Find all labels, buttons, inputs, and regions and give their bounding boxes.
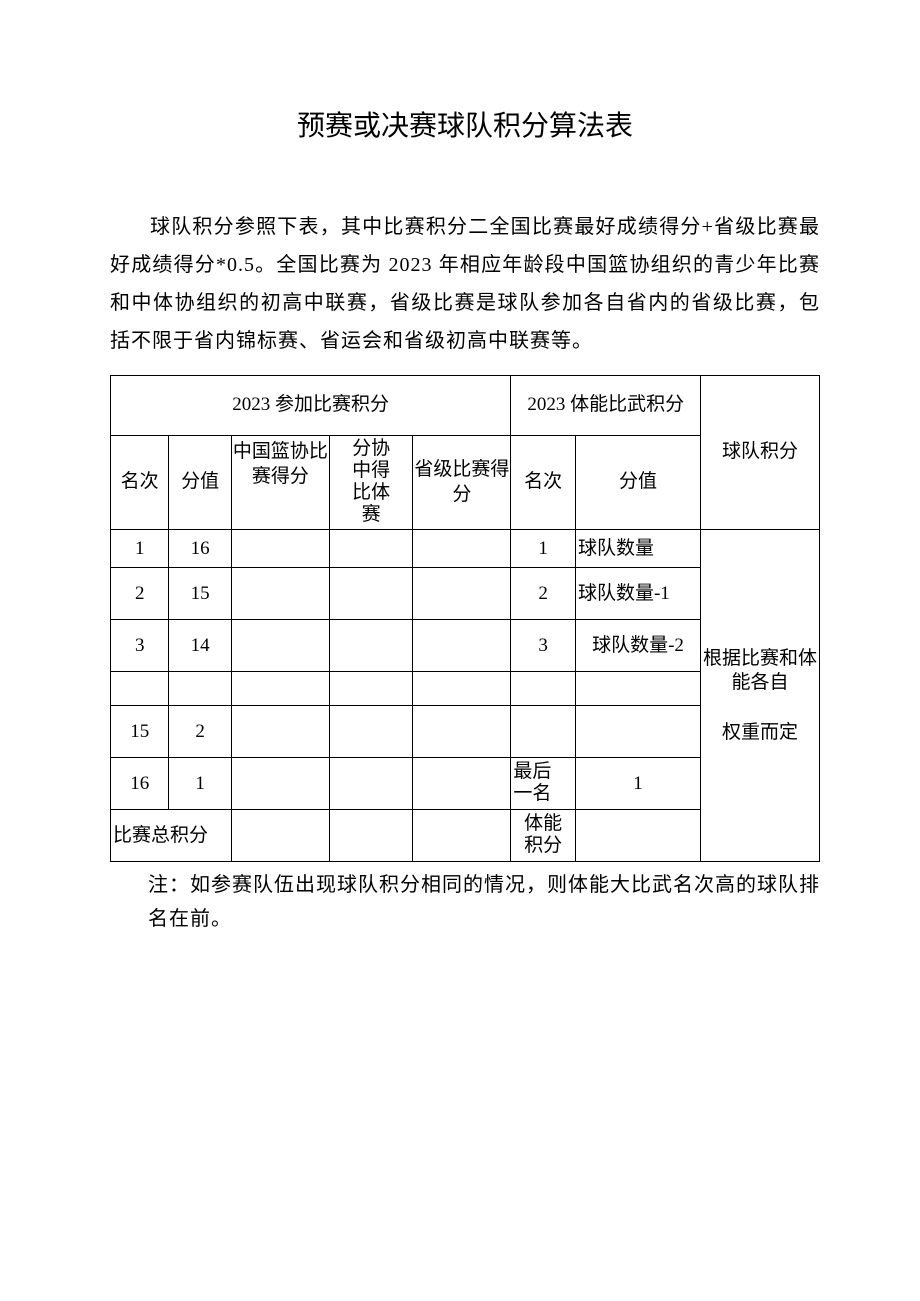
cell-branch xyxy=(329,530,412,568)
cell-fit-rank: 3 xyxy=(511,620,576,672)
header-fitness-points: 2023 体能比武积分 xyxy=(511,376,701,436)
scoring-table: 2023 参加比赛积分 2023 体能比武积分 球队积分 名次 分值 中国篮协比… xyxy=(110,375,820,862)
intro-paragraph: 球队积分参照下表，其中比赛积分二全国比赛最好成绩得分+省级比赛最好成绩得分*0.… xyxy=(110,208,820,360)
header-value: 分值 xyxy=(169,436,232,530)
cell-cba xyxy=(231,620,329,672)
cell-rank: 15 xyxy=(111,706,169,758)
cell-branch xyxy=(329,568,412,620)
footer-competition-total: 比赛总积分 xyxy=(111,810,232,862)
cell-cba xyxy=(231,568,329,620)
cell-rank: 1 xyxy=(111,530,169,568)
cell-fit-rank xyxy=(511,672,576,706)
cell-fit-value: 球队数量 xyxy=(575,530,700,568)
cell-value xyxy=(169,672,232,706)
cell-prov xyxy=(413,620,511,672)
cell-branch xyxy=(329,706,412,758)
header-provincial-score: 省级比赛得分 xyxy=(413,436,511,530)
header-fitness-rank: 名次 xyxy=(511,436,576,530)
header-fitness-value: 分值 xyxy=(575,436,700,530)
cell-prov xyxy=(413,758,511,810)
cell-cba xyxy=(231,706,329,758)
cell-rank xyxy=(111,672,169,706)
cell-prov xyxy=(413,810,511,862)
cell-fit-value xyxy=(575,672,700,706)
header-team-points: 球队积分 xyxy=(701,376,820,530)
cell-fit-value: 1 xyxy=(575,758,700,810)
cell-rank: 2 xyxy=(111,568,169,620)
cell-value: 16 xyxy=(169,530,232,568)
cell-prov xyxy=(413,672,511,706)
cell-empty xyxy=(575,810,700,862)
header-branch-score: 分协 中得 比体 赛 xyxy=(329,436,412,530)
cell-prov xyxy=(413,706,511,758)
cell-branch xyxy=(329,620,412,672)
cell-branch xyxy=(329,672,412,706)
cell-cba xyxy=(231,672,329,706)
table-header-row-1: 2023 参加比赛积分 2023 体能比武积分 球队积分 xyxy=(111,376,820,436)
cell-branch xyxy=(329,810,412,862)
header-cba-score: 中国篮协比赛得分 xyxy=(231,436,329,530)
cell-cba xyxy=(231,530,329,568)
table-row: 1 16 1 球队数量 根据比赛和体能各自 权重而定 xyxy=(111,530,820,568)
cell-cba xyxy=(231,758,329,810)
header-competition-points: 2023 参加比赛积分 xyxy=(111,376,511,436)
footer-fitness-total: 体能 积分 xyxy=(511,810,576,862)
document-title: 预赛或决赛球队积分算法表 xyxy=(110,100,820,153)
cell-fit-rank: 2 xyxy=(511,568,576,620)
cell-branch xyxy=(329,758,412,810)
cell-value: 1 xyxy=(169,758,232,810)
cell-fit-value xyxy=(575,706,700,758)
cell-fit-rank: 最后 一名 xyxy=(511,758,576,810)
cell-fit-value: 球队数量-2 xyxy=(575,620,700,672)
cell-cba xyxy=(231,810,329,862)
cell-prov xyxy=(413,568,511,620)
cell-value: 2 xyxy=(169,706,232,758)
cell-fit-rank xyxy=(511,706,576,758)
cell-fit-rank: 1 xyxy=(511,530,576,568)
cell-team-points-note: 根据比赛和体能各自 权重而定 xyxy=(701,530,820,862)
header-rank: 名次 xyxy=(111,436,169,530)
cell-rank: 3 xyxy=(111,620,169,672)
cell-prov xyxy=(413,530,511,568)
cell-rank: 16 xyxy=(111,758,169,810)
footnote: 注：如参赛队伍出现球队积分相同的情况，则体能大比武名次高的球队排名在前。 xyxy=(148,868,820,936)
cell-value: 14 xyxy=(169,620,232,672)
cell-value: 15 xyxy=(169,568,232,620)
cell-fit-value: 球队数量-1 xyxy=(575,568,700,620)
